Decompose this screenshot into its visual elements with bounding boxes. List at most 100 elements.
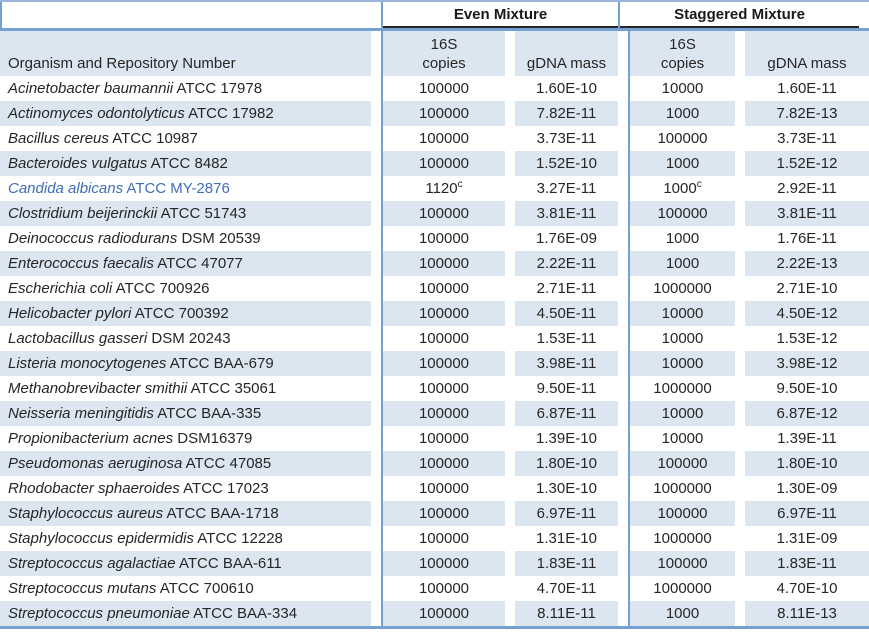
- vertical-border: [628, 226, 630, 251]
- even-gdna-mass-cell: 1.53E-11: [536, 330, 597, 347]
- even-16s-copies-cell: 100000: [383, 501, 505, 526]
- vertical-border: [381, 31, 383, 76]
- spacer: [371, 151, 381, 176]
- staggered-gdna-mass-cell: 4.50E-12: [745, 301, 869, 326]
- spacer: [618, 176, 628, 201]
- organism-cell: Lactobacillus gasseri DSM 20243: [0, 326, 371, 351]
- organism-species-name: Streptococcus pneumoniae: [8, 605, 190, 622]
- spacer: [371, 176, 381, 201]
- spacer: [618, 501, 628, 526]
- spacer: [505, 151, 515, 176]
- even-16s-copies-value: 100000: [418, 480, 470, 497]
- spacer: [371, 226, 381, 251]
- vertical-border: [628, 476, 630, 501]
- even-16s-copies-cell: 100000: [383, 101, 505, 126]
- spacer: [618, 526, 628, 551]
- staggered-16s-copies-value: 100000: [657, 505, 708, 522]
- even-16s-copies-value: 100000: [418, 405, 470, 422]
- spacer: [618, 31, 628, 76]
- organism-species-name: Candida albicans: [8, 180, 124, 197]
- spacer: [505, 351, 515, 376]
- organism-repository-number: ATCC 700610: [159, 580, 254, 597]
- organism-species-name: Methanobrevibacter smithii: [8, 380, 188, 397]
- organism-cell: Escherichia coli ATCC 700926: [0, 276, 371, 301]
- even-16s-copies-value: 100000: [418, 280, 470, 297]
- staggered-16s-copies-value: 1000: [665, 255, 700, 272]
- staggered-16s-copies-cell: 100000: [630, 551, 735, 576]
- spacer: [735, 101, 745, 126]
- staggered-16s-copies-value: 1000: [663, 180, 697, 197]
- staggered-gdna-mass-cell: 7.82E-13: [745, 101, 869, 126]
- table-row: Enterococcus faecalis ATCC 47077 100000 …: [0, 251, 869, 276]
- vertical-border: [381, 426, 383, 451]
- footnote-marker: c: [696, 179, 702, 190]
- staggered-16s-copies-cell: 10000: [630, 426, 735, 451]
- staggered-copies-header: 16S copies: [630, 31, 735, 76]
- spacer: [735, 576, 745, 601]
- table-row: Lactobacillus gasseri DSM 20243 100000 1…: [0, 326, 869, 351]
- staggered-16s-copies-value: 10000: [661, 405, 704, 422]
- staggered-mixture-group-header: Staggered Mixture: [620, 2, 859, 28]
- organism-repository-number: ATCC 47085: [185, 455, 272, 472]
- even-gdna-mass-cell: 9.50E-11: [536, 380, 597, 397]
- spacer: [618, 351, 628, 376]
- spacer: [618, 126, 628, 151]
- even-16s-copies-value: 100000: [418, 580, 470, 597]
- spacer: [735, 401, 745, 426]
- even-16s-copies-value: 100000: [418, 80, 470, 97]
- even-16s-copies-cell: 100000: [383, 351, 505, 376]
- staggered-gdna-mass-cell: 1.52E-12: [745, 151, 869, 176]
- staggered-gdna-mass-cell: 6.97E-11: [745, 501, 869, 526]
- even-16s-copies-value: 100000: [418, 605, 470, 622]
- staggered-16s-copies-value: 1000000: [653, 480, 712, 497]
- table-top-border: [0, 0, 869, 2]
- vertical-border: [381, 101, 383, 126]
- organism-repository-number: ATCC 700392: [134, 305, 229, 322]
- staggered-16s-copies-cell: 10000: [630, 351, 735, 376]
- vertical-border: [628, 151, 630, 176]
- even-gdna-mass-cell: 7.82E-11: [515, 101, 618, 126]
- staggered-gdna-mass-cell: 1.60E-11: [777, 80, 837, 97]
- spacer: [505, 226, 515, 251]
- vertical-border: [381, 251, 383, 276]
- even-gdna-mass-cell: 2.22E-11: [515, 251, 618, 276]
- organism-cell: Staphylococcus epidermidis ATCC 12228: [0, 526, 371, 551]
- even-gdna-mass-cell: 1.80E-10: [515, 451, 618, 476]
- organism-species-name: Lactobacillus gasseri: [8, 330, 148, 347]
- staggered-16s-copies-cell: 1000: [630, 151, 735, 176]
- even-16s-copies-cell: 100000: [383, 476, 505, 501]
- vertical-border: [628, 176, 630, 201]
- spacer: [371, 576, 381, 601]
- staggered-16s-copies-cell: 1000: [630, 226, 735, 251]
- even-gdna-mass-cell: 8.11E-11: [515, 601, 618, 626]
- even-16s-copies-value: 100000: [418, 130, 470, 147]
- vertical-border: [628, 601, 630, 626]
- even-gdna-mass-cell: 6.87E-11: [515, 401, 618, 426]
- staggered-gdna-mass-header: gDNA mass: [745, 31, 869, 76]
- even-gdna-mass-cell: 1.31E-10: [536, 530, 597, 547]
- vertical-border: [628, 451, 630, 476]
- spacer: [618, 101, 628, 126]
- vertical-border: [628, 31, 630, 76]
- even-16s-copies-cell: 100000: [383, 401, 505, 426]
- header-divider: [0, 28, 869, 31]
- even-16s-copies-value: 100000: [418, 455, 470, 472]
- vertical-border: [628, 276, 630, 301]
- table-row: Staphylococcus aureus ATCC BAA-1718 1000…: [0, 501, 869, 526]
- table-row: Rhodobacter sphaeroides ATCC 17023 10000…: [0, 476, 869, 501]
- even-16s-copies-value: 100000: [418, 355, 470, 372]
- spacer: [735, 326, 745, 351]
- staggered-16s-copies-value: 1000000: [653, 530, 712, 547]
- staggered-16s-copies-cell: 100000: [630, 126, 735, 151]
- copies-header-line1: 16S: [669, 36, 696, 53]
- organism-repository-number: ATCC MY-2876: [126, 180, 230, 197]
- table-row: Methanobrevibacter smithii ATCC 35061 10…: [0, 376, 869, 401]
- vertical-border: [381, 326, 383, 351]
- spacer: [371, 251, 381, 276]
- vertical-border: [381, 351, 383, 376]
- even-16s-copies-value: 100000: [418, 205, 470, 222]
- spacer: [505, 376, 515, 401]
- organism-species-name: Enterococcus faecalis: [8, 255, 154, 272]
- staggered-gdna-mass-cell: 1.80E-10: [745, 451, 869, 476]
